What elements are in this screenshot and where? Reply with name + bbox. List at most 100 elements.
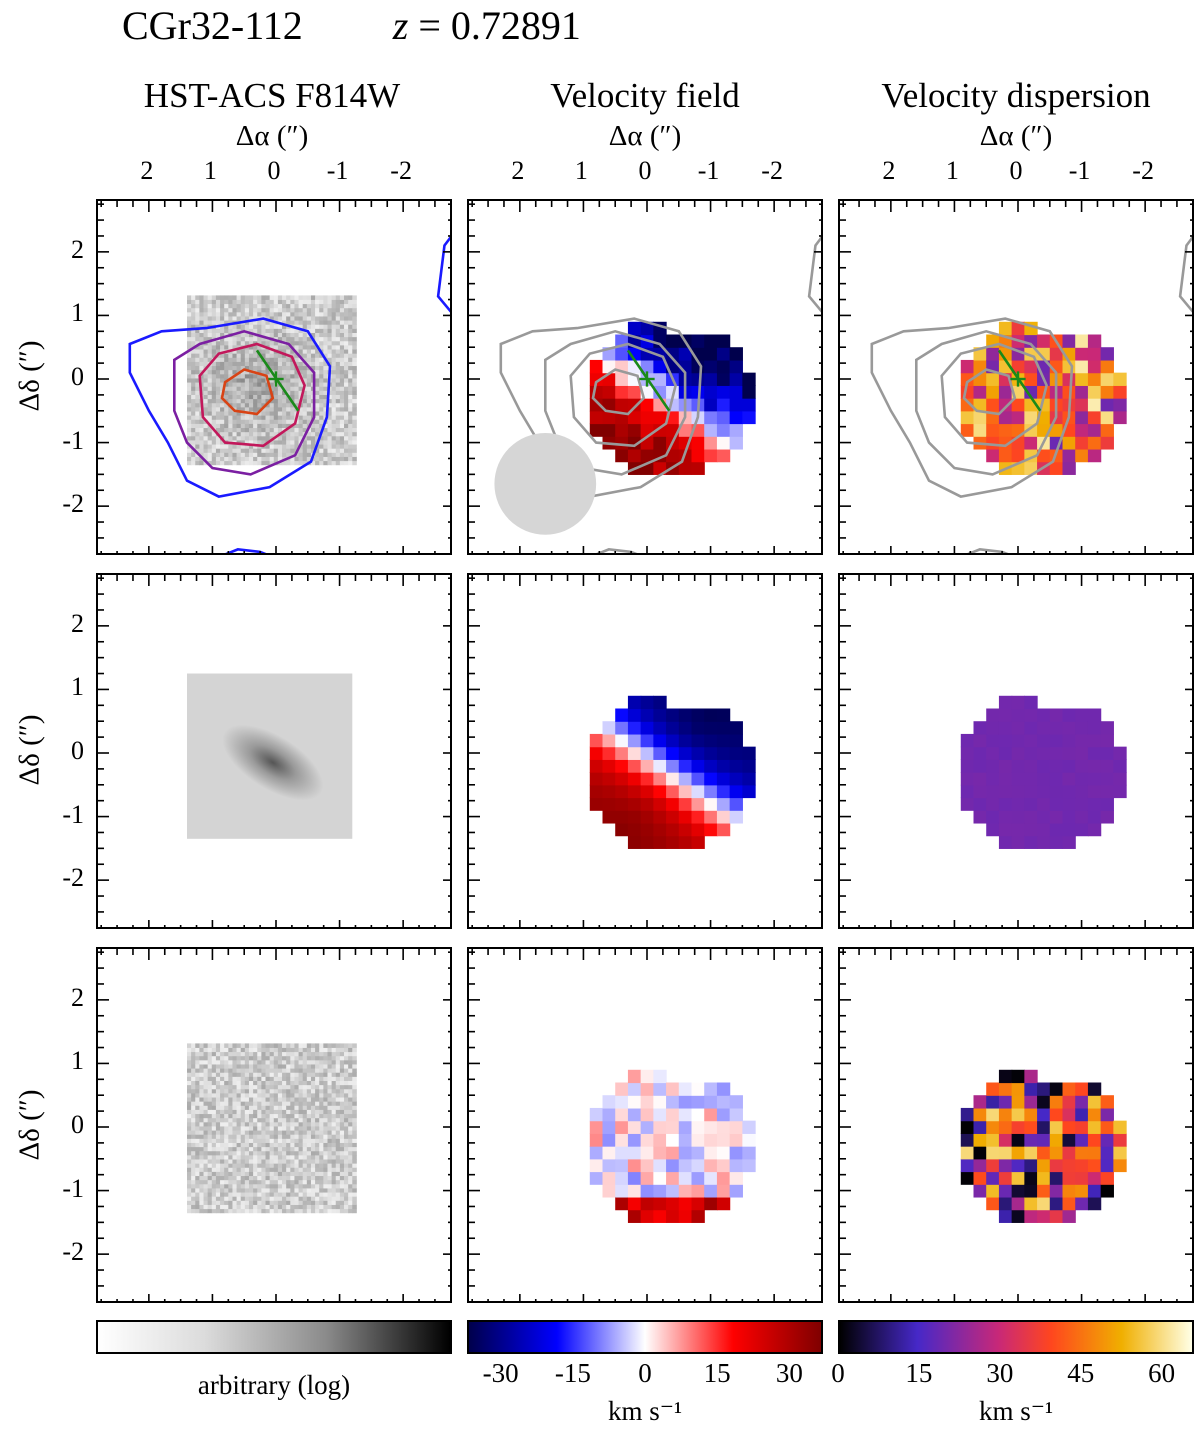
image-pixel — [228, 378, 233, 383]
image-pixel — [195, 1076, 200, 1081]
image-pixel — [211, 1121, 217, 1127]
dispersion-pixel — [998, 1171, 1013, 1185]
image-pixel — [220, 378, 225, 383]
image-pixel — [348, 336, 353, 342]
image-pixel — [335, 1121, 341, 1127]
velocity-pixel — [653, 1107, 667, 1122]
velocity-pixel — [716, 772, 731, 786]
dispersion-pixel — [1062, 461, 1076, 475]
velocity-pixel — [716, 822, 731, 837]
image-pixel — [290, 361, 295, 367]
image-pixel — [286, 373, 291, 379]
image-pixel — [220, 1200, 225, 1205]
image-pixel — [269, 1055, 275, 1061]
image-pixel — [319, 440, 324, 445]
image-pixel — [339, 390, 345, 395]
image-pixel — [315, 1192, 320, 1197]
image-pixel — [248, 1146, 254, 1152]
image-pixel — [298, 1080, 304, 1086]
image-pixel — [232, 386, 237, 391]
image-pixel — [294, 1208, 299, 1214]
image-pixel — [232, 1043, 237, 1048]
image-pixel — [323, 1138, 328, 1143]
image-pixel — [302, 1097, 308, 1102]
image-pixel — [199, 452, 204, 457]
image-pixel — [236, 353, 242, 358]
dispersion-pixel — [1037, 1196, 1051, 1211]
image-pixel — [244, 1088, 250, 1094]
image-pixel — [261, 1171, 266, 1177]
image-pixel — [302, 295, 308, 300]
image-pixel — [339, 328, 345, 333]
image-pixel — [277, 1208, 283, 1214]
dispersion-pixel — [1011, 1120, 1025, 1134]
dispersion-pixel — [1049, 708, 1064, 722]
image-pixel — [232, 402, 237, 408]
image-pixel — [352, 1130, 357, 1135]
image-pixel — [244, 1113, 250, 1119]
image-pixel — [323, 373, 328, 379]
image-pixel — [248, 344, 254, 350]
image-pixel — [286, 1055, 291, 1061]
image-pixel — [207, 1134, 213, 1139]
image-pixel — [215, 440, 221, 445]
image-pixel — [290, 1072, 295, 1077]
image-pixel — [232, 344, 237, 350]
image-pixel — [220, 316, 225, 321]
image-pixel — [207, 398, 213, 404]
image-pixel — [191, 299, 196, 305]
image-pixel — [253, 1088, 258, 1094]
image-pixel — [310, 1200, 316, 1205]
image-pixel — [282, 1134, 287, 1139]
image-pixel — [319, 1092, 324, 1098]
image-pixel — [339, 382, 345, 387]
image-pixel — [352, 299, 357, 305]
image-pixel — [302, 456, 308, 462]
image-pixel — [286, 1204, 291, 1210]
image-pixel — [294, 435, 299, 441]
image-pixel — [257, 456, 262, 462]
dispersion-pixel — [1024, 797, 1038, 811]
velocity-pixel — [666, 708, 680, 722]
velocity-pixel — [589, 423, 604, 437]
image-pixel — [207, 1101, 213, 1106]
image-pixel — [211, 1142, 217, 1148]
image-pixel — [352, 1059, 357, 1065]
image-pixel — [228, 1130, 233, 1135]
image-pixel — [352, 386, 357, 391]
dispersion-pixel — [1011, 746, 1025, 760]
image-pixel — [352, 1064, 357, 1069]
image-pixel — [187, 431, 192, 437]
image-pixel — [203, 406, 209, 412]
image-pixel — [257, 1055, 262, 1061]
image-pixel — [261, 361, 266, 367]
image-pixel — [207, 316, 213, 321]
image-pixel — [269, 328, 275, 333]
image-pixel — [310, 332, 316, 338]
image-pixel — [282, 369, 287, 375]
image-pixel — [331, 1121, 337, 1127]
dispersion-pixel — [1024, 695, 1038, 710]
image-pixel — [352, 1150, 357, 1156]
image-pixel — [261, 1146, 266, 1152]
image-pixel — [228, 365, 233, 371]
image-pixel — [277, 373, 283, 379]
image-pixel — [187, 1130, 192, 1135]
image-pixel — [277, 332, 283, 338]
dispersion-pixel — [1037, 448, 1051, 463]
image-pixel — [253, 1188, 258, 1193]
image-pixel — [261, 324, 266, 329]
image-pixel — [265, 1167, 271, 1172]
image-pixel — [335, 1188, 341, 1193]
image-pixel — [306, 1126, 312, 1131]
image-pixel — [273, 1208, 279, 1214]
image-pixel — [215, 1121, 221, 1127]
image-pixel — [224, 1117, 229, 1123]
image-pixel — [331, 340, 337, 346]
image-pixel — [236, 390, 242, 395]
image-pixel — [352, 1121, 357, 1127]
image-pixel — [335, 1068, 341, 1073]
image-pixel — [348, 373, 353, 379]
velocity-pixel — [640, 1069, 654, 1084]
image-pixel — [207, 452, 213, 457]
